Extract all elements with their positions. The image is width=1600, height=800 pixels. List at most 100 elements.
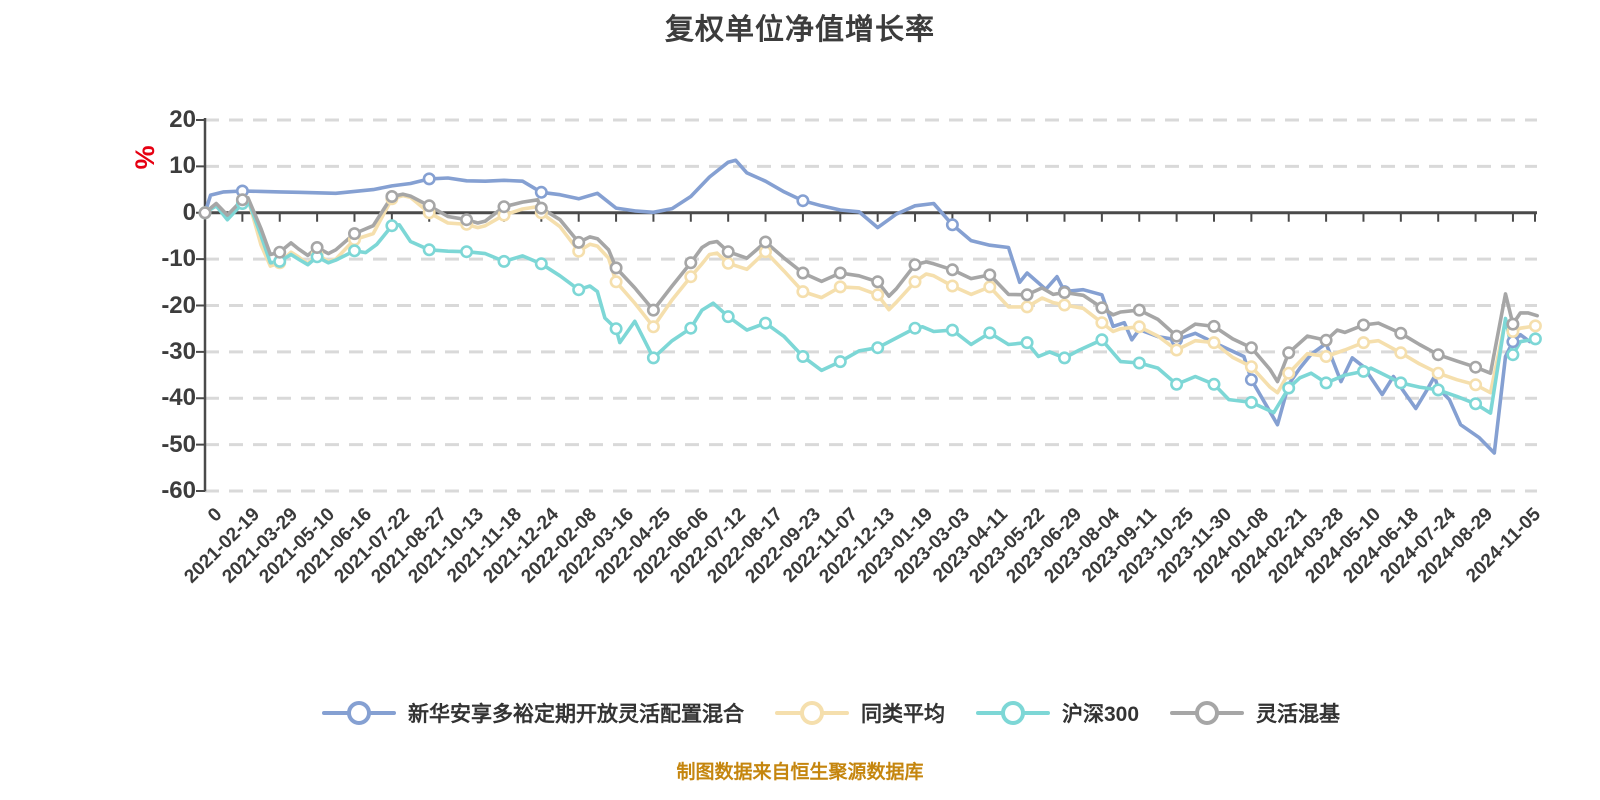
marker-peer-average-12 [646, 320, 660, 334]
legend-line-marker-icon [775, 701, 849, 725]
marker-hs300-11 [609, 322, 623, 336]
marker-flexible-mixed-21 [983, 268, 997, 282]
marker-flexible-mixed-33 [1431, 348, 1445, 362]
legend-item-fund[interactable]: 新华安享多裕定期开放灵活配置混合 [322, 698, 744, 728]
marker-hs300-6 [422, 243, 436, 257]
marker-flexible-mixed-10 [572, 235, 586, 249]
marker-flexible-mixed-31 [1357, 318, 1371, 332]
marker-peer-average-28 [1244, 360, 1258, 374]
marker-flexible-mixed-11 [609, 261, 623, 275]
marker-flexible-mixed-35 [1506, 317, 1520, 331]
legend-label: 沪深300 [1062, 703, 1140, 726]
marker-peer-average-16 [796, 285, 810, 299]
marker-flexible-mixed-9 [534, 201, 548, 215]
marker-peer-average-26 [1170, 343, 1184, 357]
marker-flexible-mixed-18 [871, 275, 885, 289]
marker-fund-6 [422, 172, 436, 186]
marker-hs300-17 [833, 355, 847, 369]
legend-label: 新华安享多裕定期开放灵活配置混合 [408, 703, 744, 726]
marker-peer-average-18 [871, 288, 885, 302]
y-tick-label-0: 0 [182, 198, 196, 226]
y-tick-label-20: 20 [169, 106, 196, 133]
legend-item-hs300[interactable]: 沪深300 [976, 698, 1139, 728]
y-tick-label--50: -50 [161, 430, 196, 458]
chart-caption: 制图数据来自恒生聚源数据库 [676, 762, 924, 783]
marker-hs300-35.6 [1528, 332, 1542, 346]
marker-flexible-mixed-20 [945, 263, 959, 277]
marker-peer-average-31 [1357, 336, 1371, 350]
marker-hs300-23 [1058, 351, 1072, 365]
marker-flexible-mixed-28 [1244, 341, 1258, 355]
marker-hs300-12 [646, 351, 660, 365]
marker-flexible-mixed-7 [460, 213, 474, 227]
marker-hs300-29 [1282, 381, 1296, 395]
marker-fund-20 [945, 218, 959, 232]
y-tick-label--60: -60 [161, 477, 196, 504]
marker-hs300-22 [1020, 336, 1034, 350]
marker-hs300-24 [1095, 333, 1109, 347]
y-tick-label--20: -20 [161, 291, 196, 319]
marker-flexible-mixed-5 [385, 190, 399, 204]
marker-flexible-mixed-17 [833, 266, 847, 280]
chart-legend: 新华安享多裕定期开放灵活配置混合 同类平均 沪深300 灵活混基 [322, 698, 1340, 728]
marker-hs300-9 [534, 257, 548, 271]
legend-line-marker-icon [1170, 701, 1245, 725]
series-line-hs300 [203, 198, 1539, 415]
legend-item-peer-average[interactable]: 同类平均 [775, 698, 945, 728]
marker-fund-9 [534, 185, 548, 199]
marker-flexible-mixed-22 [1020, 288, 1034, 302]
marker-hs300-26 [1170, 377, 1184, 391]
marker-hs300-19 [908, 321, 922, 335]
marker-peer-average-17 [833, 280, 847, 294]
legend-circle-icon [347, 701, 371, 725]
marker-flexible-mixed-4 [347, 227, 361, 241]
marker-flexible-mixed-23 [1058, 285, 1072, 299]
y-tick-label--10: -10 [161, 245, 196, 273]
y-tick-label--30: -30 [161, 337, 196, 365]
marker-peer-average-23 [1058, 298, 1072, 312]
marker-flexible-mixed-25 [1132, 303, 1146, 317]
legend-line-marker-icon [322, 701, 396, 725]
marker-peer-average-25 [1132, 320, 1146, 334]
marker-hs300-34 [1469, 397, 1483, 411]
marker-hs300-4 [347, 244, 361, 258]
marker-peer-average-27 [1207, 336, 1221, 350]
marker-hs300-21 [983, 326, 997, 340]
marker-flexible-mixed-30 [1319, 333, 1333, 347]
marker-hs300-10 [572, 283, 586, 297]
marker-flexible-mixed-26 [1170, 329, 1184, 343]
legend-item-flexible-mixed[interactable]: 灵活混基 [1170, 698, 1340, 728]
marker-hs300-27 [1207, 377, 1221, 391]
y-tick-label-10: 10 [169, 152, 196, 180]
marker-peer-average-11 [609, 275, 623, 289]
marker-hs300-14 [721, 310, 735, 324]
marker-flexible-mixed-16 [796, 266, 810, 280]
marker-peer-average-24 [1095, 316, 1109, 330]
marker-peer-average-22 [1020, 300, 1034, 314]
marker-flexible-mixed-0 [198, 206, 212, 220]
marker-hs300-30 [1319, 376, 1333, 390]
marker-peer-average-20 [945, 279, 959, 293]
marker-flexible-mixed-15 [758, 235, 772, 249]
series-line-fund [203, 158, 1539, 455]
marker-hs300-32 [1394, 376, 1408, 390]
marker-hs300-35 [1506, 348, 1520, 362]
legend-circle-icon [1001, 701, 1025, 725]
marker-hs300-28 [1244, 395, 1258, 409]
marker-hs300-25 [1132, 356, 1146, 370]
marker-hs300-16 [796, 349, 810, 363]
marker-fund-16 [796, 194, 810, 208]
marker-hs300-5 [385, 219, 399, 233]
marker-peer-average-34 [1469, 378, 1483, 392]
marker-hs300-33 [1431, 383, 1445, 397]
series-line-peer-average [203, 193, 1539, 395]
marker-fund-35 [1506, 335, 1520, 349]
marker-flexible-mixed-3 [310, 241, 324, 255]
marker-hs300-31 [1357, 364, 1371, 378]
marker-flexible-mixed-34 [1469, 360, 1483, 374]
marker-hs300-15 [758, 316, 772, 330]
marker-flexible-mixed-24 [1095, 301, 1109, 315]
marker-peer-average-29 [1282, 366, 1296, 380]
